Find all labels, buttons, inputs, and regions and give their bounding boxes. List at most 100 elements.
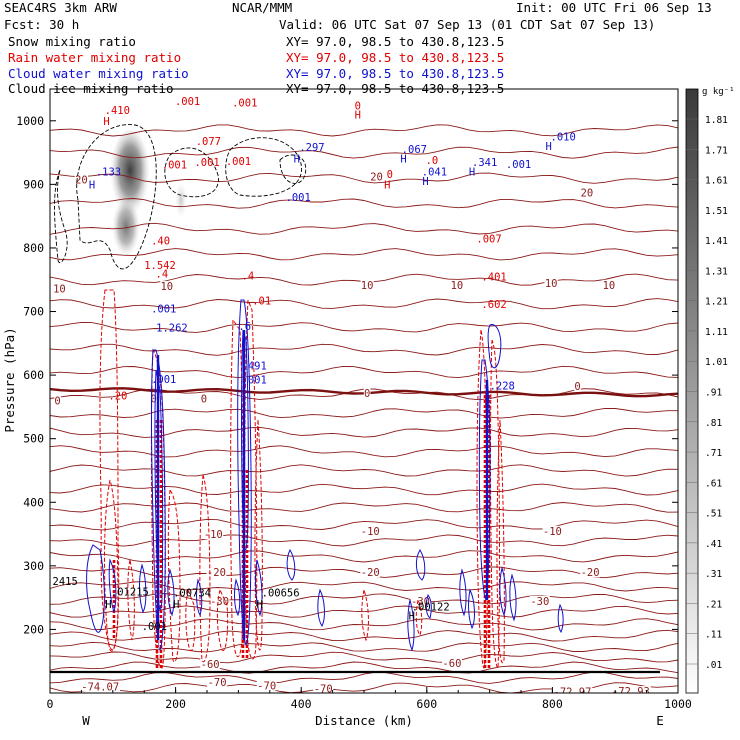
isotherm-line: [50, 343, 678, 356]
colorbar-label: .71: [705, 448, 722, 459]
contour-annotation: .00734: [173, 588, 211, 600]
x-tick-label: 800: [542, 697, 563, 711]
isotherm-label: -60: [201, 659, 220, 671]
isotherm-line: [50, 124, 678, 137]
contour-annotation: .001: [151, 374, 176, 386]
isotherm-label-bg: [54, 395, 61, 406]
colorbar-label: 1.51: [705, 206, 728, 217]
x-tick-label: 1000: [664, 697, 692, 711]
contour-annotation: .341: [472, 157, 497, 169]
contour-annotation: .001: [151, 303, 176, 315]
contour-annotation: .001: [175, 96, 200, 108]
isotherm-label: 10: [160, 281, 173, 293]
contour-annotation: .067: [402, 144, 427, 156]
contour-annotation: H: [355, 109, 361, 121]
isotherm-label: -30: [210, 596, 229, 608]
isotherm-line: [50, 671, 678, 684]
isotherm-label-bg: [363, 387, 371, 398]
isotherm-line: [50, 629, 678, 642]
field-rain-xy: XY= 97.0, 98.5 to 430.8,123.5: [286, 50, 504, 65]
isotherm-line: [50, 483, 678, 496]
isotherm-label-bg: [200, 393, 208, 404]
contour-annotation: .001: [232, 97, 257, 109]
contour-annotation: .602: [481, 299, 506, 311]
colorbar-label: .41: [705, 539, 722, 550]
isotherm-label-bg: [580, 567, 600, 578]
axes: 0 200 400 600 800 100020030040050060070080090…: [16, 114, 692, 711]
colorbar-label: 1.31: [705, 266, 728, 277]
contour-annotation: .041: [422, 167, 447, 179]
contour-annotation: H: [105, 599, 111, 611]
isotherm-label: -20: [581, 567, 600, 579]
init-label: Init: 00 UTC Fri 06 Sep 13: [516, 0, 712, 15]
isotherm-label-bg: [360, 525, 381, 536]
contour-annotations: H.01215.001H.00734H.00656H.001222415.001…: [53, 96, 576, 633]
isotherm-label-bg: [80, 681, 121, 692]
isotherm-line: [50, 550, 678, 563]
y-tick-label: 400: [23, 495, 44, 509]
isotherm-label: 0: [201, 394, 207, 406]
isotherm-label: -70: [208, 677, 227, 689]
contour-annotation: H: [469, 167, 475, 179]
x-tick-label: 600: [416, 697, 437, 711]
contour-annotation: .010: [551, 132, 576, 144]
contour-annotation: .001: [242, 375, 267, 387]
temperature-isotherms: -74.07 -70 -70 -72.97 -72.93 -70 -60 -60 -30 -30 -…: [50, 124, 678, 699]
plot-content: -74.07 -70 -70 -72.97 -72.93 -70 -60 -60 -30 -30 -…: [50, 96, 678, 699]
colorbar-label: 1.21: [705, 297, 728, 308]
field-snow-xy: XY= 97.0, 98.5 to 430.8,123.5: [286, 34, 504, 49]
isotherm-label: -74.07: [81, 682, 119, 694]
contour-annotation: H: [257, 599, 263, 611]
isotherm-label-bg: [203, 529, 224, 540]
isotherm-label: 0: [364, 388, 370, 400]
contour-annotation: .001: [506, 159, 531, 171]
colorbar-label: 1.81: [705, 115, 728, 126]
isotherm-label: -30: [411, 596, 430, 608]
contour-annotation: .01: [252, 296, 271, 308]
isotherm-label: -10: [361, 526, 380, 538]
x-tick-label: 200: [165, 697, 186, 711]
isotherm-label-bg: [529, 595, 550, 606]
isotherm-label: 10: [603, 280, 616, 292]
isotherm-line: [50, 518, 678, 531]
contour-annotation: 2415: [53, 576, 78, 588]
isotherm-line: [50, 198, 678, 209]
y-axis-label: Pressure (hPa): [2, 327, 17, 432]
isotherm-label-bg: [360, 279, 374, 290]
snow-shading: [110, 130, 187, 260]
contour-annotation: .297: [299, 142, 324, 154]
y-tick-label: 300: [23, 559, 44, 573]
isotherm-line: [50, 618, 678, 631]
cloud-ice-contours: [54, 124, 307, 270]
isotherm-line: [50, 445, 678, 458]
y-tick-label: 700: [23, 305, 44, 319]
fcst-label: Fcst: 30 h: [4, 17, 79, 32]
isotherm-label: 0: [574, 381, 580, 393]
isotherm-label: -72.97: [554, 687, 592, 699]
isotherm-line: [50, 464, 678, 477]
contour-annotation: H: [400, 153, 406, 165]
contour-annotation: .007: [476, 233, 501, 245]
cloud-water-core: [156, 330, 489, 640]
y-tick-label: 600: [23, 368, 44, 382]
colorbar-ticks: 1.81 1.71 1.61 1.51 1.41 1.31 1.21 1.11 1.01 .91.…: [686, 115, 728, 671]
x-west-label: W: [82, 713, 90, 728]
colorbar-label: .01: [705, 660, 722, 671]
valid-label: Valid: 06 UTC Sat 07 Sep 13 (01 CDT Sat …: [279, 17, 655, 32]
contour-annotation: H: [103, 116, 109, 128]
contour-annotation: .001: [194, 157, 219, 169]
contour-annotation: .133: [96, 167, 121, 179]
isotherm-line: [50, 605, 678, 618]
isotherm-line: [50, 298, 678, 310]
contour-annotation: 0: [355, 101, 361, 113]
contour-annotation: H: [384, 179, 390, 191]
isotherm-line: [50, 426, 678, 438]
isotherm-label-bg: [410, 595, 431, 606]
isotherm-label: 0: [54, 396, 60, 408]
colorbar-label: .11: [705, 630, 722, 641]
contour-annotation: 0: [387, 169, 393, 181]
colorbar-label: 1.41: [705, 236, 728, 247]
isotherm-label-bg: [574, 380, 581, 391]
contour-annotation: .00656: [262, 588, 300, 600]
isotherm-label: -60: [442, 658, 461, 670]
